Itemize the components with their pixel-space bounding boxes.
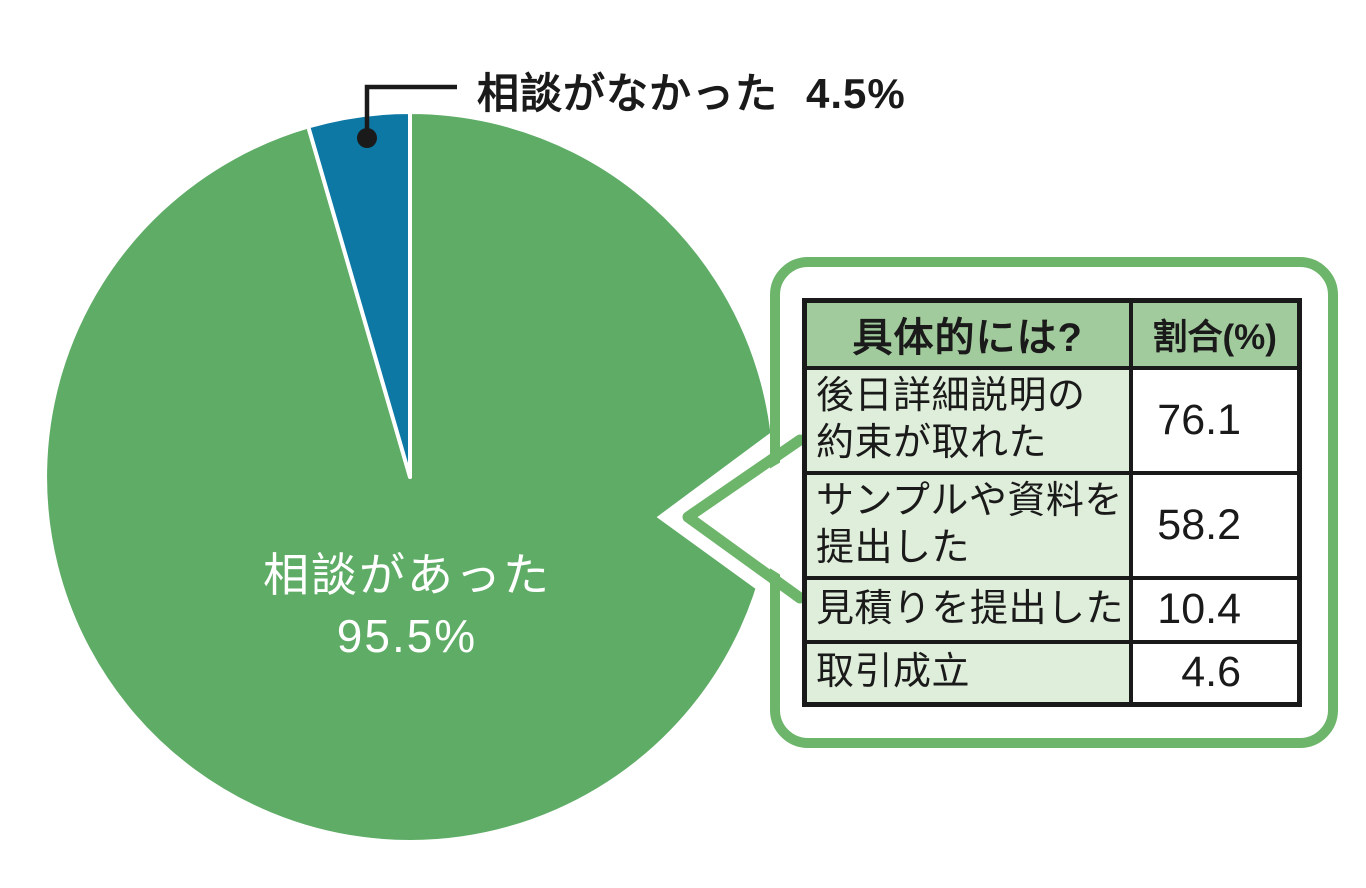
- leader-line: [364, 84, 457, 138]
- row-label: サンプルや資料を 提出した: [802, 470, 1133, 580]
- callout-table: 具体的には? 割合(%) 後日詳細説明の 約束が取れた 76.1 サンプルや資料…: [802, 298, 1302, 707]
- leader-dot: [357, 128, 377, 148]
- slice-label-not-consulted-pct: 4.5%: [806, 70, 906, 117]
- pie-slice-not-consulted: [306, 110, 412, 479]
- slice-label-not-consulted: 相談がなかった 4.5%: [477, 60, 906, 121]
- table-header-percent: 割合(%): [1128, 298, 1302, 370]
- slice-label-not-consulted-text: 相談がなかった: [477, 70, 779, 117]
- table-row: 見積りを提出した 10.4: [802, 575, 1302, 644]
- table-row: サンプルや資料を 提出した 58.2: [802, 470, 1302, 580]
- slice-label-consulted-pct: 95.5%: [336, 610, 478, 662]
- table-row: 後日詳細説明の 約束が取れた 76.1: [802, 365, 1302, 475]
- row-value: 76.1: [1128, 365, 1302, 475]
- row-label: 見積りを提出した: [802, 575, 1133, 644]
- row-label: 取引成立: [802, 639, 1133, 707]
- row-value: 4.6: [1128, 639, 1302, 707]
- slice-label-consulted-text: 相談があった: [263, 549, 551, 601]
- table-row: 取引成立 4.6: [802, 639, 1302, 707]
- row-value: 58.2: [1128, 470, 1302, 580]
- table-header-question: 具体的には?: [802, 298, 1133, 370]
- row-label: 後日詳細説明の 約束が取れた: [802, 365, 1133, 475]
- slice-label-consulted: 相談があった 95.5%: [157, 545, 657, 667]
- row-value: 10.4: [1128, 575, 1302, 644]
- table-header-row: 具体的には? 割合(%): [802, 298, 1302, 370]
